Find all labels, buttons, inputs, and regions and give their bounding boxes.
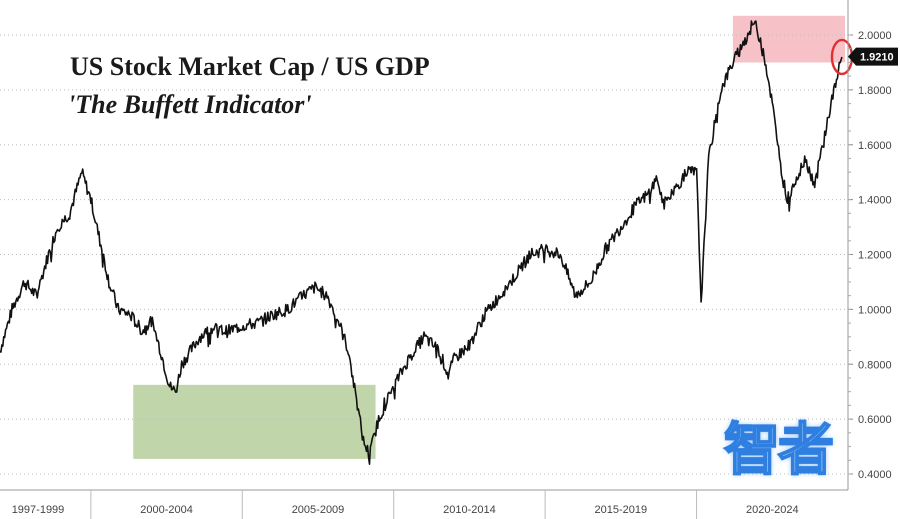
series-line [0, 20, 843, 465]
x-tick-label: 2015-2019 [595, 504, 648, 516]
last-value-label: 1.9210 [860, 52, 894, 64]
y-tick-label: 1.6000 [858, 140, 892, 152]
watermark-logo: 智者 [723, 417, 835, 484]
y-tick-label: 2.0000 [858, 30, 892, 42]
y-tick-label: 1.4000 [858, 195, 892, 207]
y-tick-label: 1.2000 [858, 250, 892, 262]
last-value-tag [848, 47, 898, 66]
y-tick-label: 1.0000 [858, 304, 892, 316]
chart-title: US Stock Market Cap / US GDP [70, 52, 430, 81]
y-tick-label: 0.6000 [858, 414, 892, 426]
x-tick-label: 2000-2004 [140, 504, 193, 516]
x-tick-label: 1997-1999 [12, 504, 65, 516]
chart-subtitle: 'The Buffett Indicator' [68, 90, 312, 119]
highlight-box [133, 384, 376, 459]
highlight-box [732, 15, 845, 63]
x-tick-label: 2010-2014 [443, 504, 496, 516]
x-tick-label: 2020-2024 [746, 504, 799, 516]
y-tick-label: 1.8000 [858, 85, 892, 97]
x-tick-label: 2005-2009 [292, 504, 345, 516]
y-tick-label: 0.4000 [858, 469, 892, 481]
y-tick-label: 0.8000 [858, 359, 892, 371]
